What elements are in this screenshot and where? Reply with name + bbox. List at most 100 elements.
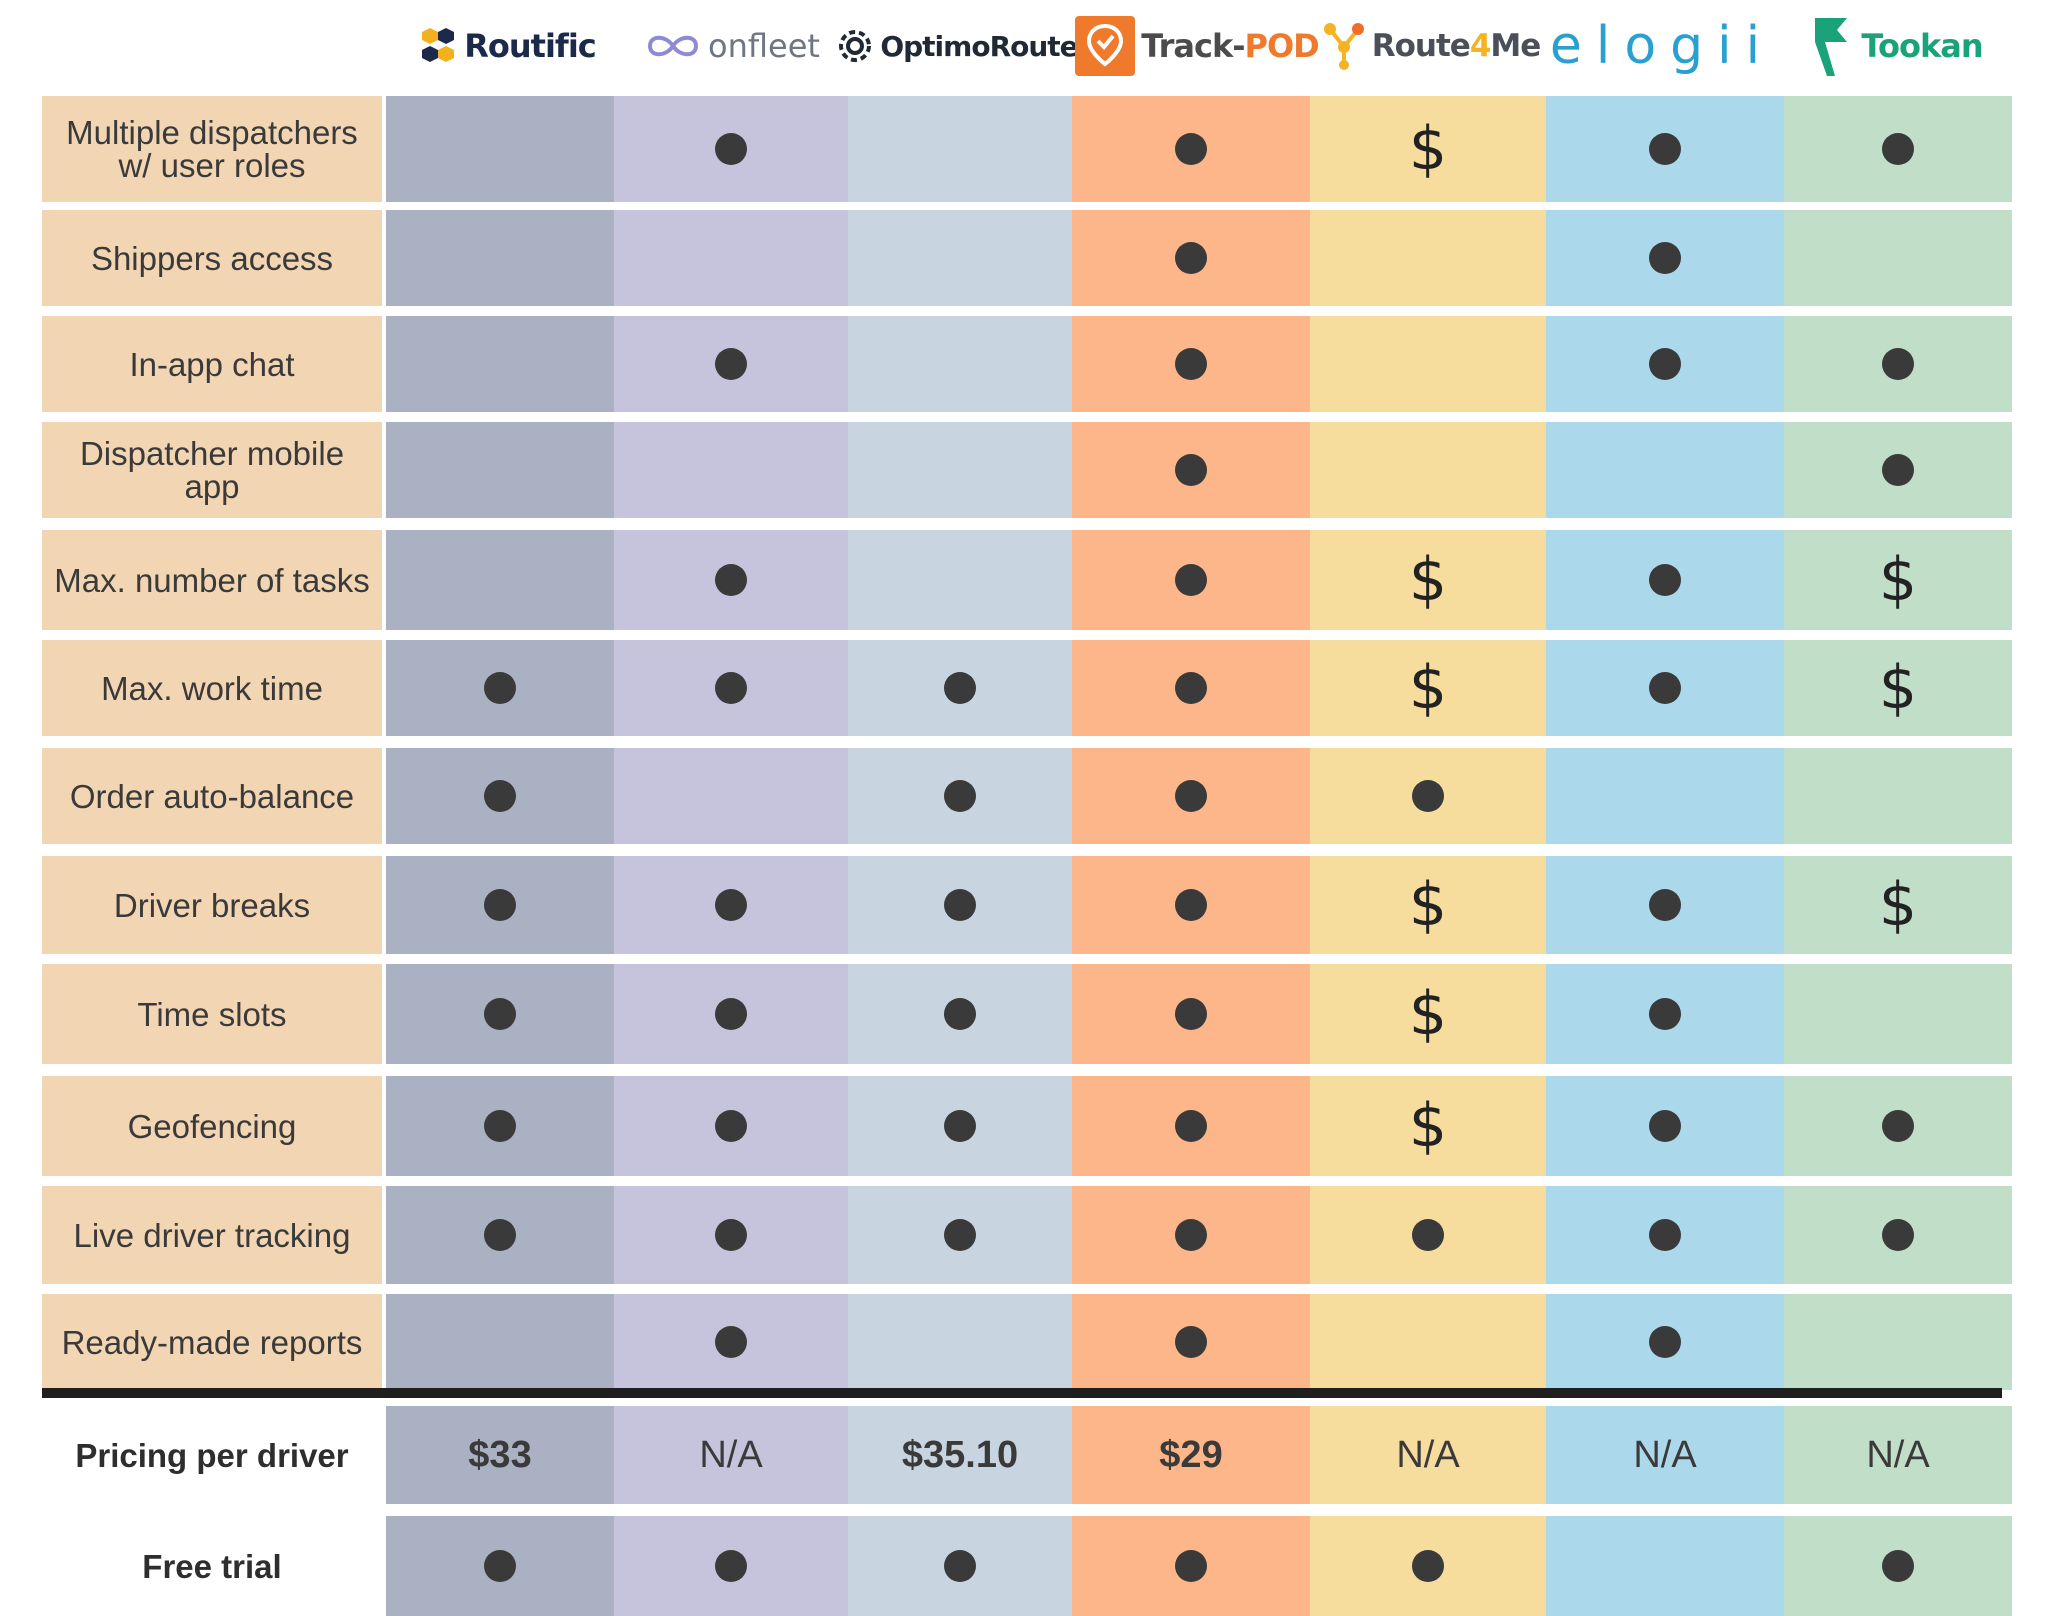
available-dot-icon bbox=[1175, 780, 1207, 812]
available-dot-icon bbox=[1175, 672, 1207, 704]
free-trial-row-cell bbox=[614, 1516, 848, 1616]
price-value: $29 bbox=[1159, 1433, 1223, 1476]
brand-tookan: Tookan bbox=[1786, 8, 2008, 84]
paid-addon-dollar: $ bbox=[1408, 870, 1448, 940]
feature-row-cell bbox=[386, 1294, 614, 1390]
free-trial-row-cell bbox=[1546, 1516, 1784, 1616]
paid-addon-dollar: $ bbox=[1878, 653, 1918, 723]
available-dot-icon bbox=[1412, 1219, 1444, 1251]
feature-row-label: Order auto-balance bbox=[42, 748, 382, 844]
feature-row-cell bbox=[1546, 422, 1784, 518]
feature-row-cell bbox=[386, 316, 614, 412]
feature-row-cell bbox=[1546, 1076, 1784, 1176]
feature-row-cell bbox=[1072, 422, 1310, 518]
free-trial-row-cell bbox=[1310, 1516, 1546, 1616]
feature-row-cell bbox=[848, 1294, 1072, 1390]
available-dot-icon bbox=[1649, 348, 1681, 380]
feature-row-cell bbox=[614, 530, 848, 630]
feature-row-cell: $ bbox=[1310, 96, 1546, 202]
available-dot-icon bbox=[944, 889, 976, 921]
brand-name: Route4Me bbox=[1372, 28, 1542, 64]
available-dot-icon bbox=[1412, 1550, 1444, 1582]
feature-row-cell bbox=[1072, 856, 1310, 954]
free-trial-row-cell bbox=[1072, 1516, 1310, 1616]
paid-addon-dollar: $ bbox=[1408, 114, 1448, 184]
feature-row-cell bbox=[614, 422, 848, 518]
feature-row-cell bbox=[614, 856, 848, 954]
feature-row-cell bbox=[386, 210, 614, 306]
feature-row-cell bbox=[848, 530, 1072, 630]
feature-row-cell bbox=[614, 640, 848, 736]
brand-name-mid: 4 bbox=[1469, 28, 1492, 64]
flag-icon bbox=[1815, 18, 1848, 76]
available-dot-icon bbox=[1882, 1110, 1914, 1142]
available-dot-icon bbox=[1649, 133, 1681, 165]
feature-row-cell bbox=[386, 530, 614, 630]
pricing-row-cell: $33 bbox=[386, 1406, 614, 1504]
feature-row-label: In-app chat bbox=[42, 316, 382, 412]
feature-row-label: Max. number of tasks bbox=[42, 530, 382, 630]
available-dot-icon bbox=[1649, 1110, 1681, 1142]
available-dot-icon bbox=[715, 672, 747, 704]
feature-row-cell bbox=[614, 748, 848, 844]
feature-row-label: Geofencing bbox=[42, 1076, 382, 1176]
paid-addon-dollar: $ bbox=[1408, 545, 1448, 615]
feature-row-cell bbox=[1072, 1186, 1310, 1284]
available-dot-icon bbox=[1649, 998, 1681, 1030]
available-dot-icon bbox=[1649, 242, 1681, 274]
feature-row-cell bbox=[386, 964, 614, 1064]
available-dot-icon bbox=[1649, 1219, 1681, 1251]
feature-row-label: Multiple dispatchers w/ user roles bbox=[42, 96, 382, 202]
brand-name: onfleet bbox=[708, 27, 820, 65]
feature-row-cell bbox=[386, 1186, 614, 1284]
pricing-row-cell: $29 bbox=[1072, 1406, 1310, 1504]
feature-row-cell bbox=[848, 856, 1072, 954]
paid-addon-dollar: $ bbox=[1408, 1091, 1448, 1161]
feature-row-cell bbox=[614, 1186, 848, 1284]
feature-row-cell bbox=[1072, 640, 1310, 736]
available-dot-icon bbox=[1175, 564, 1207, 596]
feature-row-cell: $ bbox=[1310, 530, 1546, 630]
available-dot-icon bbox=[1175, 889, 1207, 921]
feature-row-cell bbox=[1072, 210, 1310, 306]
feature-row-cell bbox=[1784, 422, 2012, 518]
available-dot-icon bbox=[1882, 454, 1914, 486]
free-trial-row-cell bbox=[1784, 1516, 2012, 1616]
available-dot-icon bbox=[1175, 1550, 1207, 1582]
available-dot-icon bbox=[715, 133, 747, 165]
paid-addon-dollar: $ bbox=[1408, 653, 1448, 723]
feature-row-cell bbox=[1072, 530, 1310, 630]
available-dot-icon bbox=[715, 1219, 747, 1251]
available-dot-icon bbox=[1649, 889, 1681, 921]
available-dot-icon bbox=[1175, 998, 1207, 1030]
feature-row-cell bbox=[1784, 1186, 2012, 1284]
available-dot-icon bbox=[715, 1110, 747, 1142]
paid-addon-dollar: $ bbox=[1878, 545, 1918, 615]
feature-row-cell bbox=[1310, 748, 1546, 844]
free-trial-row-label: Free trial bbox=[42, 1516, 382, 1616]
available-dot-icon bbox=[1175, 1326, 1207, 1358]
feature-row-label: Time slots bbox=[42, 964, 382, 1064]
brand-name: OptimoRoute bbox=[880, 29, 1078, 63]
feature-row-cell: $ bbox=[1784, 640, 2012, 736]
feature-row-cell: $ bbox=[1310, 856, 1546, 954]
available-dot-icon bbox=[1175, 1219, 1207, 1251]
feature-row-cell bbox=[386, 640, 614, 736]
feature-row-cell bbox=[1546, 640, 1784, 736]
feature-row-cell bbox=[1072, 96, 1310, 202]
free-trial-row-cell bbox=[386, 1516, 614, 1616]
map-pin-check-icon bbox=[1075, 16, 1136, 76]
feature-row-cell bbox=[386, 748, 614, 844]
available-dot-icon bbox=[1175, 242, 1207, 274]
price-value: N/A bbox=[1396, 1433, 1460, 1476]
feature-row-label: Max. work time bbox=[42, 640, 382, 736]
paid-addon-dollar: $ bbox=[1878, 870, 1918, 940]
feature-row-cell bbox=[1784, 1294, 2012, 1390]
feature-row-cell: $ bbox=[1310, 1076, 1546, 1176]
feature-row-cell bbox=[1784, 748, 2012, 844]
available-dot-icon bbox=[944, 998, 976, 1030]
feature-row-cell bbox=[848, 1186, 1072, 1284]
brand-header-row: Routific onfleet OptimoRoute Track-POD bbox=[0, 0, 2048, 92]
feature-row-label: Driver breaks bbox=[42, 856, 382, 954]
feature-row-label: Dispatcher mobile app bbox=[42, 422, 382, 518]
